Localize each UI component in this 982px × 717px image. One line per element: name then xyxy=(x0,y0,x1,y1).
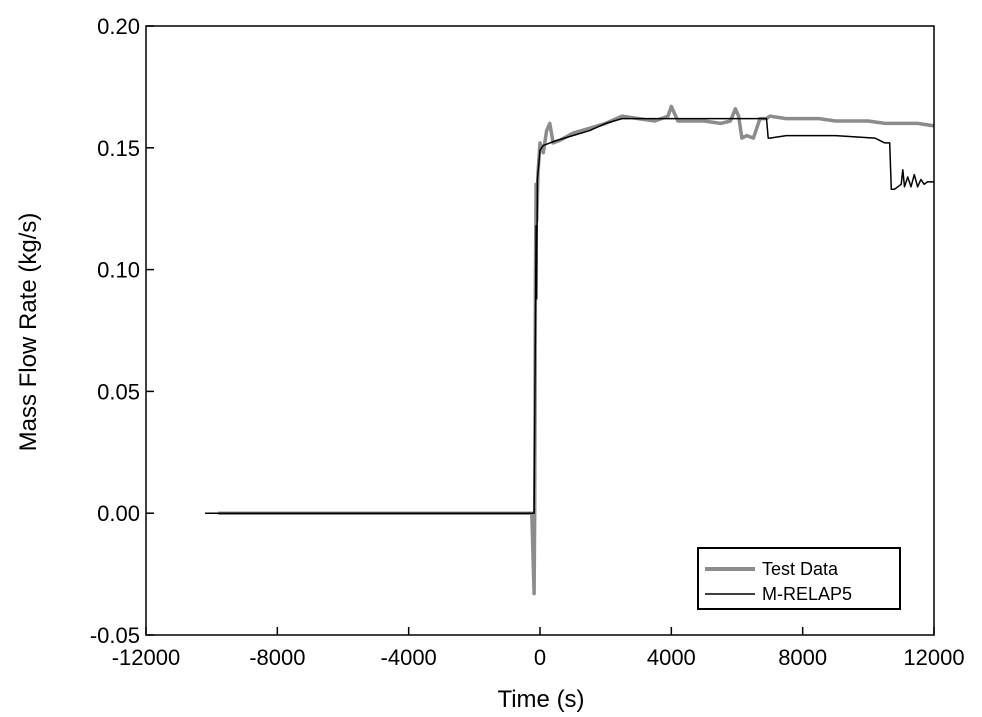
y-tick-label: 0.20 xyxy=(97,14,140,39)
axes-layer: -12000 -8000 -4000 0 4000 8000 12000 -0.05 0.00 0… xyxy=(90,14,965,670)
plot-background xyxy=(146,26,934,635)
y-axis-label: Mass Flow Rate (kg/s) xyxy=(15,213,42,452)
legend: Test Data M-RELAP5 xyxy=(697,547,901,610)
series-layer xyxy=(205,104,935,596)
y-tick-label: 0.10 xyxy=(97,258,140,283)
plot-area xyxy=(146,26,934,635)
y-tick-label: 0.05 xyxy=(97,379,140,404)
x-axis-label: Time (s) xyxy=(497,686,584,713)
x-tick-label: -12000 xyxy=(112,645,181,670)
x-tick-label: 4000 xyxy=(647,645,696,670)
series-m-relap5-line xyxy=(205,117,934,514)
x-tick-label: 12000 xyxy=(903,645,964,670)
legend-label-m-relap5: M-RELAP5 xyxy=(762,584,852,604)
legend-label-test-data: Test Data xyxy=(762,559,839,579)
x-tick-label: 0 xyxy=(534,645,546,670)
x-tick-label: -8000 xyxy=(249,645,305,670)
x-tick-label: 8000 xyxy=(778,645,827,670)
legend-box xyxy=(697,547,901,610)
y-tick-label: 0.00 xyxy=(97,501,140,526)
y-tick-label: 0.15 xyxy=(97,136,140,161)
y-tick-label: -0.05 xyxy=(90,623,140,648)
x-tick-label: -4000 xyxy=(381,645,437,670)
